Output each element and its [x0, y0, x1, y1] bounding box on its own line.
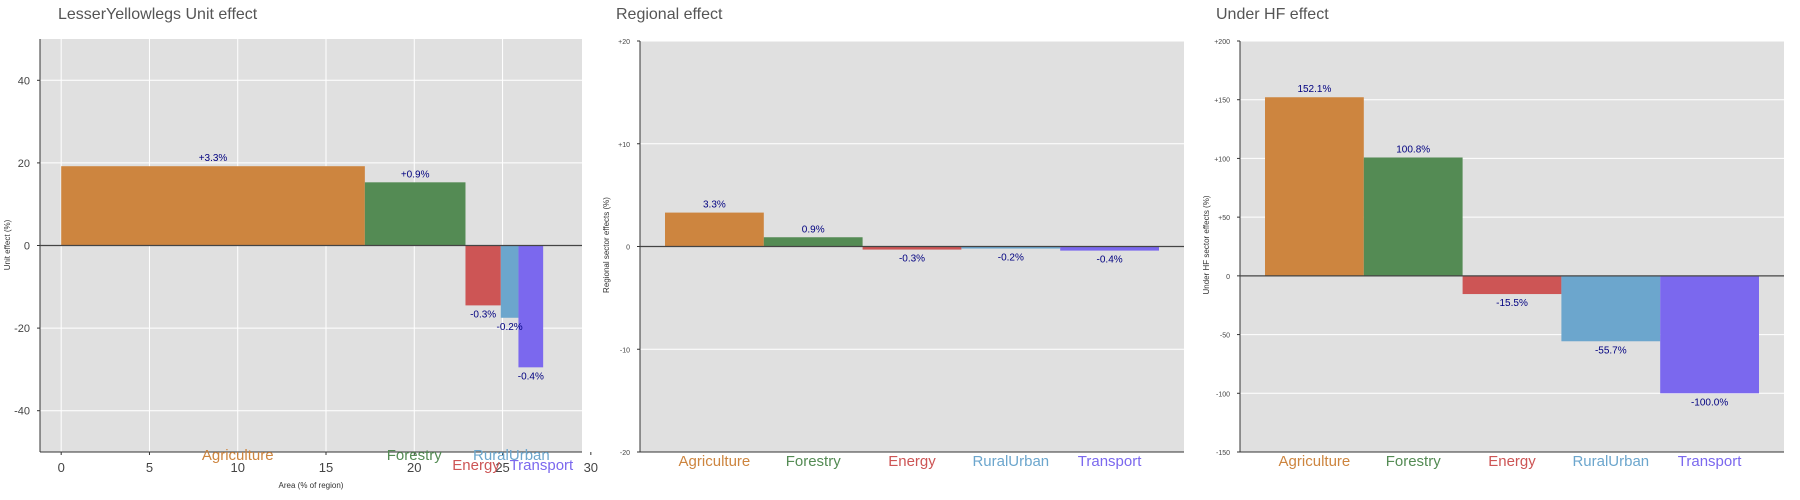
under-hf-effect-category-label-energy: Energy: [1488, 453, 1536, 470]
under-hf-effect-bar-forestry: [1363, 157, 1463, 276]
regional-effect-panel: Regional effect -20 -10 0 +10 +20 3.3% 0.9% -0…: [602, 6, 1184, 470]
regional-effect-y-tick-label: -10: [620, 347, 630, 354]
under-hf-effect-y-tick-label: -100: [1216, 391, 1230, 398]
regional-effect-bar-forestry: [763, 237, 863, 247]
regional-effect-y-tick-label: +20: [618, 39, 630, 46]
unit-effect-x-tick-label: 30: [584, 460, 598, 475]
unit-effect-category-label-ruralurban: RuralUrban: [473, 447, 550, 464]
unit-effect-x-tick-label: 5: [146, 460, 153, 475]
regional-effect-title: Regional effect: [616, 6, 723, 23]
unit-effect-y-tick-label: 40: [18, 75, 30, 87]
under-hf-effect-y-tick-label: +200: [1214, 39, 1230, 46]
regional-effect-y-ticks: -20 -10 0 +10 +20: [618, 39, 640, 457]
unit-effect-y-tick-label: 0: [24, 241, 30, 253]
under-hf-effect-y-tick-label: +100: [1214, 156, 1230, 163]
unit-effect-x-axis-label: Area (% of region): [279, 481, 344, 490]
unit-effect-title: LesserYellowlegs Unit effect: [58, 6, 258, 23]
unit-effect-bar-forestry: [364, 182, 466, 246]
unit-effect-x-tick-label: 0: [58, 460, 65, 475]
under-hf-effect-value-label-forestry: 100.8%: [1396, 144, 1430, 155]
unit-effect-bars: [61, 166, 544, 368]
under-hf-effect-value-labels: 152.1% 100.8% -15.5% -55.7% -100.0%: [1297, 84, 1728, 408]
under-hf-effect-panel: Under HF effect -150 -100 -50 0 +50 +100 +150 +…: [1202, 6, 1784, 470]
under-hf-effect-bar-transport: [1660, 275, 1759, 394]
under-hf-effect-category-label-forestry: Forestry: [1386, 453, 1442, 470]
unit-effect-category-label-agriculture: Agriculture: [202, 447, 274, 464]
regional-effect-value-label-agriculture: 3.3%: [703, 200, 726, 211]
regional-effect-category-label-transport: Transport: [1078, 453, 1142, 470]
under-hf-effect-y-axis-label: Under HF sector effects (%): [1202, 195, 1211, 294]
under-hf-effect-y-ticks: -150 -100 -50 0 +50 +100 +150 +200: [1214, 39, 1240, 457]
under-hf-effect-category-label-agriculture: Agriculture: [1279, 453, 1351, 470]
unit-effect-bar-transport: [518, 245, 544, 368]
regional-effect-y-tick-label: +10: [618, 142, 630, 149]
regional-effect-value-labels: 3.3% 0.9% -0.3% -0.2% -0.4%: [703, 200, 1123, 266]
unit-effect-y-tick-label: -40: [14, 406, 30, 418]
unit-effect-x-tick-label: 20: [407, 460, 421, 475]
unit-effect-value-label-ruralurban: -0.2%: [497, 322, 523, 333]
unit-effect-bar-energy: [465, 245, 501, 306]
under-hf-effect-value-label-ruralurban: -55.7%: [1595, 345, 1627, 356]
under-hf-effect-y-tick-label: -50: [1220, 333, 1230, 340]
unit-effect-bar-agriculture: [61, 166, 365, 246]
unit-effect-value-label-forestry: +0.9%: [401, 169, 430, 180]
under-hf-effect-value-label-agriculture: 152.1%: [1297, 84, 1331, 95]
regional-effect-bars: [665, 212, 1159, 251]
regional-effect-value-label-ruralurban: -0.2%: [998, 253, 1024, 264]
regional-effect-bar-ruralurban: [961, 246, 1061, 249]
under-hf-effect-bar-ruralurban: [1561, 275, 1661, 342]
unit-effect-y-ticks: -40 -20 0 20 40: [14, 75, 40, 418]
under-hf-effect-title: Under HF effect: [1216, 6, 1329, 23]
unit-effect-bar-ruralurban: [500, 245, 519, 318]
regional-effect-bar-transport: [1060, 246, 1159, 251]
regional-effect-value-label-transport: -0.4%: [1097, 255, 1123, 266]
unit-effect-x-ticks: 0 5 10 15 20 25 30: [58, 452, 598, 475]
unit-effect-value-label-transport: -0.4%: [518, 371, 544, 382]
under-hf-effect-category-labels: Agriculture Forestry Energy RuralUrban Trans…: [1279, 453, 1743, 470]
unit-effect-x-tick-label: 10: [230, 460, 244, 475]
regional-effect-category-label-ruralurban: RuralUrban: [972, 453, 1049, 470]
unit-effect-value-label-agriculture: +3.3%: [199, 153, 228, 164]
unit-effect-category-label-energy: Energy: [452, 457, 500, 474]
unit-effect-category-labels: Agriculture Forestry EnergyRuralUrbanTrans…: [202, 447, 574, 474]
under-hf-effect-y-tick-label: -150: [1216, 450, 1230, 457]
regional-effect-y-tick-label: 0: [626, 245, 630, 252]
regional-effect-y-tick-label: -20: [620, 450, 630, 457]
unit-effect-value-labels: +3.3% +0.9% -0.3%-0.2% -0.4%: [199, 153, 544, 382]
under-hf-effect-y-tick-label: +50: [1218, 215, 1230, 222]
unit-effect-panel: LesserYellowlegs Unit effect -40 -20 0 20 40…: [3, 6, 598, 490]
regional-effect-category-labels: Agriculture Forestry Energy RuralUrban Trans…: [679, 453, 1143, 470]
regional-effect-value-label-energy: -0.3%: [899, 254, 925, 265]
under-hf-effect-bar-agriculture: [1265, 97, 1364, 276]
regional-effect-bar-agriculture: [665, 212, 764, 247]
under-hf-effect-bars: [1265, 97, 1759, 394]
unit-effect-y-tick-label: -20: [14, 323, 30, 335]
unit-effect-category-label-transport: Transport: [510, 457, 574, 474]
regional-effect-bar-energy: [862, 246, 962, 250]
regional-effect-category-label-energy: Energy: [888, 453, 936, 470]
unit-effect-x-tick-label: 25: [495, 460, 509, 475]
unit-effect-y-tick-label: 20: [18, 158, 30, 170]
under-hf-effect-bar-energy: [1462, 275, 1562, 295]
unit-effect-value-label-energy: -0.3%: [470, 309, 496, 320]
regional-effect-category-label-agriculture: Agriculture: [679, 453, 751, 470]
under-hf-effect-y-tick-label: 0: [1226, 274, 1230, 281]
under-hf-effect-category-label-transport: Transport: [1678, 453, 1742, 470]
under-hf-effect-value-label-transport: -100.0%: [1691, 397, 1728, 408]
unit-effect-category-label-forestry: Forestry: [387, 447, 443, 464]
regional-effect-value-label-forestry: 0.9%: [802, 224, 825, 235]
regional-effect-category-label-forestry: Forestry: [786, 453, 842, 470]
unit-effect-x-tick-label: 15: [319, 460, 333, 475]
under-hf-effect-y-tick-label: +150: [1214, 98, 1230, 105]
under-hf-effect-category-label-ruralurban: RuralUrban: [1572, 453, 1649, 470]
unit-effect-y-axis-label: Unit effect (%): [3, 219, 12, 270]
regional-effect-y-axis-label: Regional sector effects (%): [602, 197, 611, 293]
under-hf-effect-value-label-energy: -15.5%: [1496, 298, 1528, 309]
